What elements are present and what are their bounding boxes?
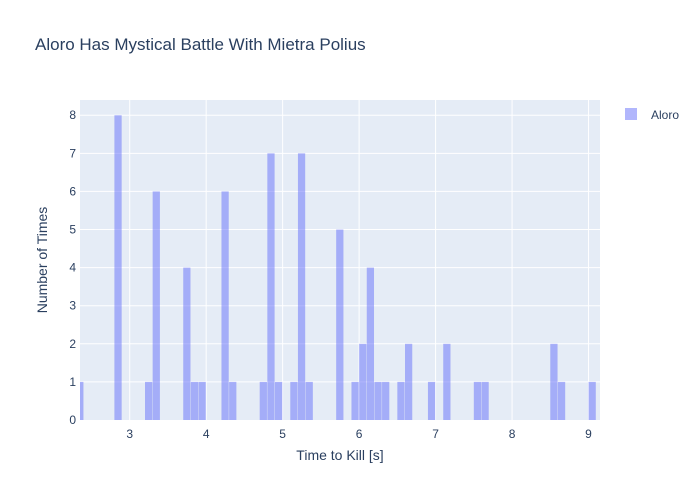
y-axis-title: Number of Times: [34, 207, 50, 314]
x-axis-ticks: 3 4 5 6 7 8 9: [126, 427, 592, 441]
histogram-bar[interactable]: [588, 381, 596, 420]
histogram-bar[interactable]: [267, 153, 275, 421]
histogram-bar[interactable]: [427, 381, 436, 420]
histogram-bar[interactable]: [550, 343, 558, 420]
histogram-bar[interactable]: [183, 267, 191, 420]
histogram-bar[interactable]: [374, 381, 382, 420]
y-tick-label: 1: [69, 375, 76, 389]
y-tick-label: 2: [69, 337, 76, 351]
histogram-bar[interactable]: [351, 381, 359, 420]
legend-swatch-aloro[interactable]: [625, 108, 637, 120]
histogram-bar[interactable]: [80, 381, 84, 420]
histogram-bar[interactable]: [190, 381, 199, 420]
y-tick-label: 3: [69, 299, 76, 313]
histogram-bar[interactable]: [443, 343, 451, 420]
histogram-bar[interactable]: [259, 381, 267, 420]
x-tick-label: 8: [509, 427, 516, 441]
histogram-bar[interactable]: [481, 381, 489, 420]
histogram-bar[interactable]: [275, 381, 283, 420]
histogram-bar[interactable]: [305, 381, 313, 420]
plot-area: [80, 100, 600, 421]
histogram-bar[interactable]: [114, 115, 122, 420]
x-axis-title: Time to Kill [s]: [296, 447, 383, 463]
x-tick-label: 9: [585, 427, 592, 441]
legend-label-aloro[interactable]: Aloro: [651, 108, 679, 122]
histogram-bar[interactable]: [336, 229, 344, 420]
histogram-bar[interactable]: [297, 153, 306, 421]
x-tick-label: 3: [126, 427, 133, 441]
bars: [80, 115, 596, 421]
histogram-bar[interactable]: [557, 381, 566, 420]
x-tick-label: 4: [203, 427, 210, 441]
y-tick-label: 6: [69, 184, 76, 198]
histogram-bar[interactable]: [397, 381, 405, 420]
legend[interactable]: Aloro: [625, 108, 679, 122]
x-tick-label: 6: [356, 427, 363, 441]
histogram-bar[interactable]: [290, 381, 298, 420]
histogram-bar[interactable]: [145, 381, 153, 420]
histogram-bar[interactable]: [152, 191, 160, 420]
y-tick-label: 7: [69, 146, 76, 160]
histogram-bar[interactable]: [359, 343, 367, 420]
histogram-bar[interactable]: [405, 343, 413, 420]
y-tick-label: 5: [69, 223, 76, 237]
histogram-bar[interactable]: [229, 381, 237, 420]
y-tick-label: 8: [69, 108, 76, 122]
chart-title: Aloro Has Mystical Battle With Mietra Po…: [35, 35, 366, 54]
histogram-bar[interactable]: [366, 267, 375, 420]
y-tick-label: 0: [69, 413, 76, 427]
y-tick-label: 4: [69, 261, 76, 275]
x-tick-label: 7: [432, 427, 439, 441]
histogram-bar[interactable]: [473, 381, 482, 420]
histogram-bar[interactable]: [221, 191, 229, 420]
histogram-bar[interactable]: [382, 381, 390, 420]
y-axis-ticks: 0 1 2 3 4 5 6 7 8: [69, 108, 76, 427]
x-tick-label: 5: [279, 427, 286, 441]
histogram-bar[interactable]: [198, 381, 206, 420]
